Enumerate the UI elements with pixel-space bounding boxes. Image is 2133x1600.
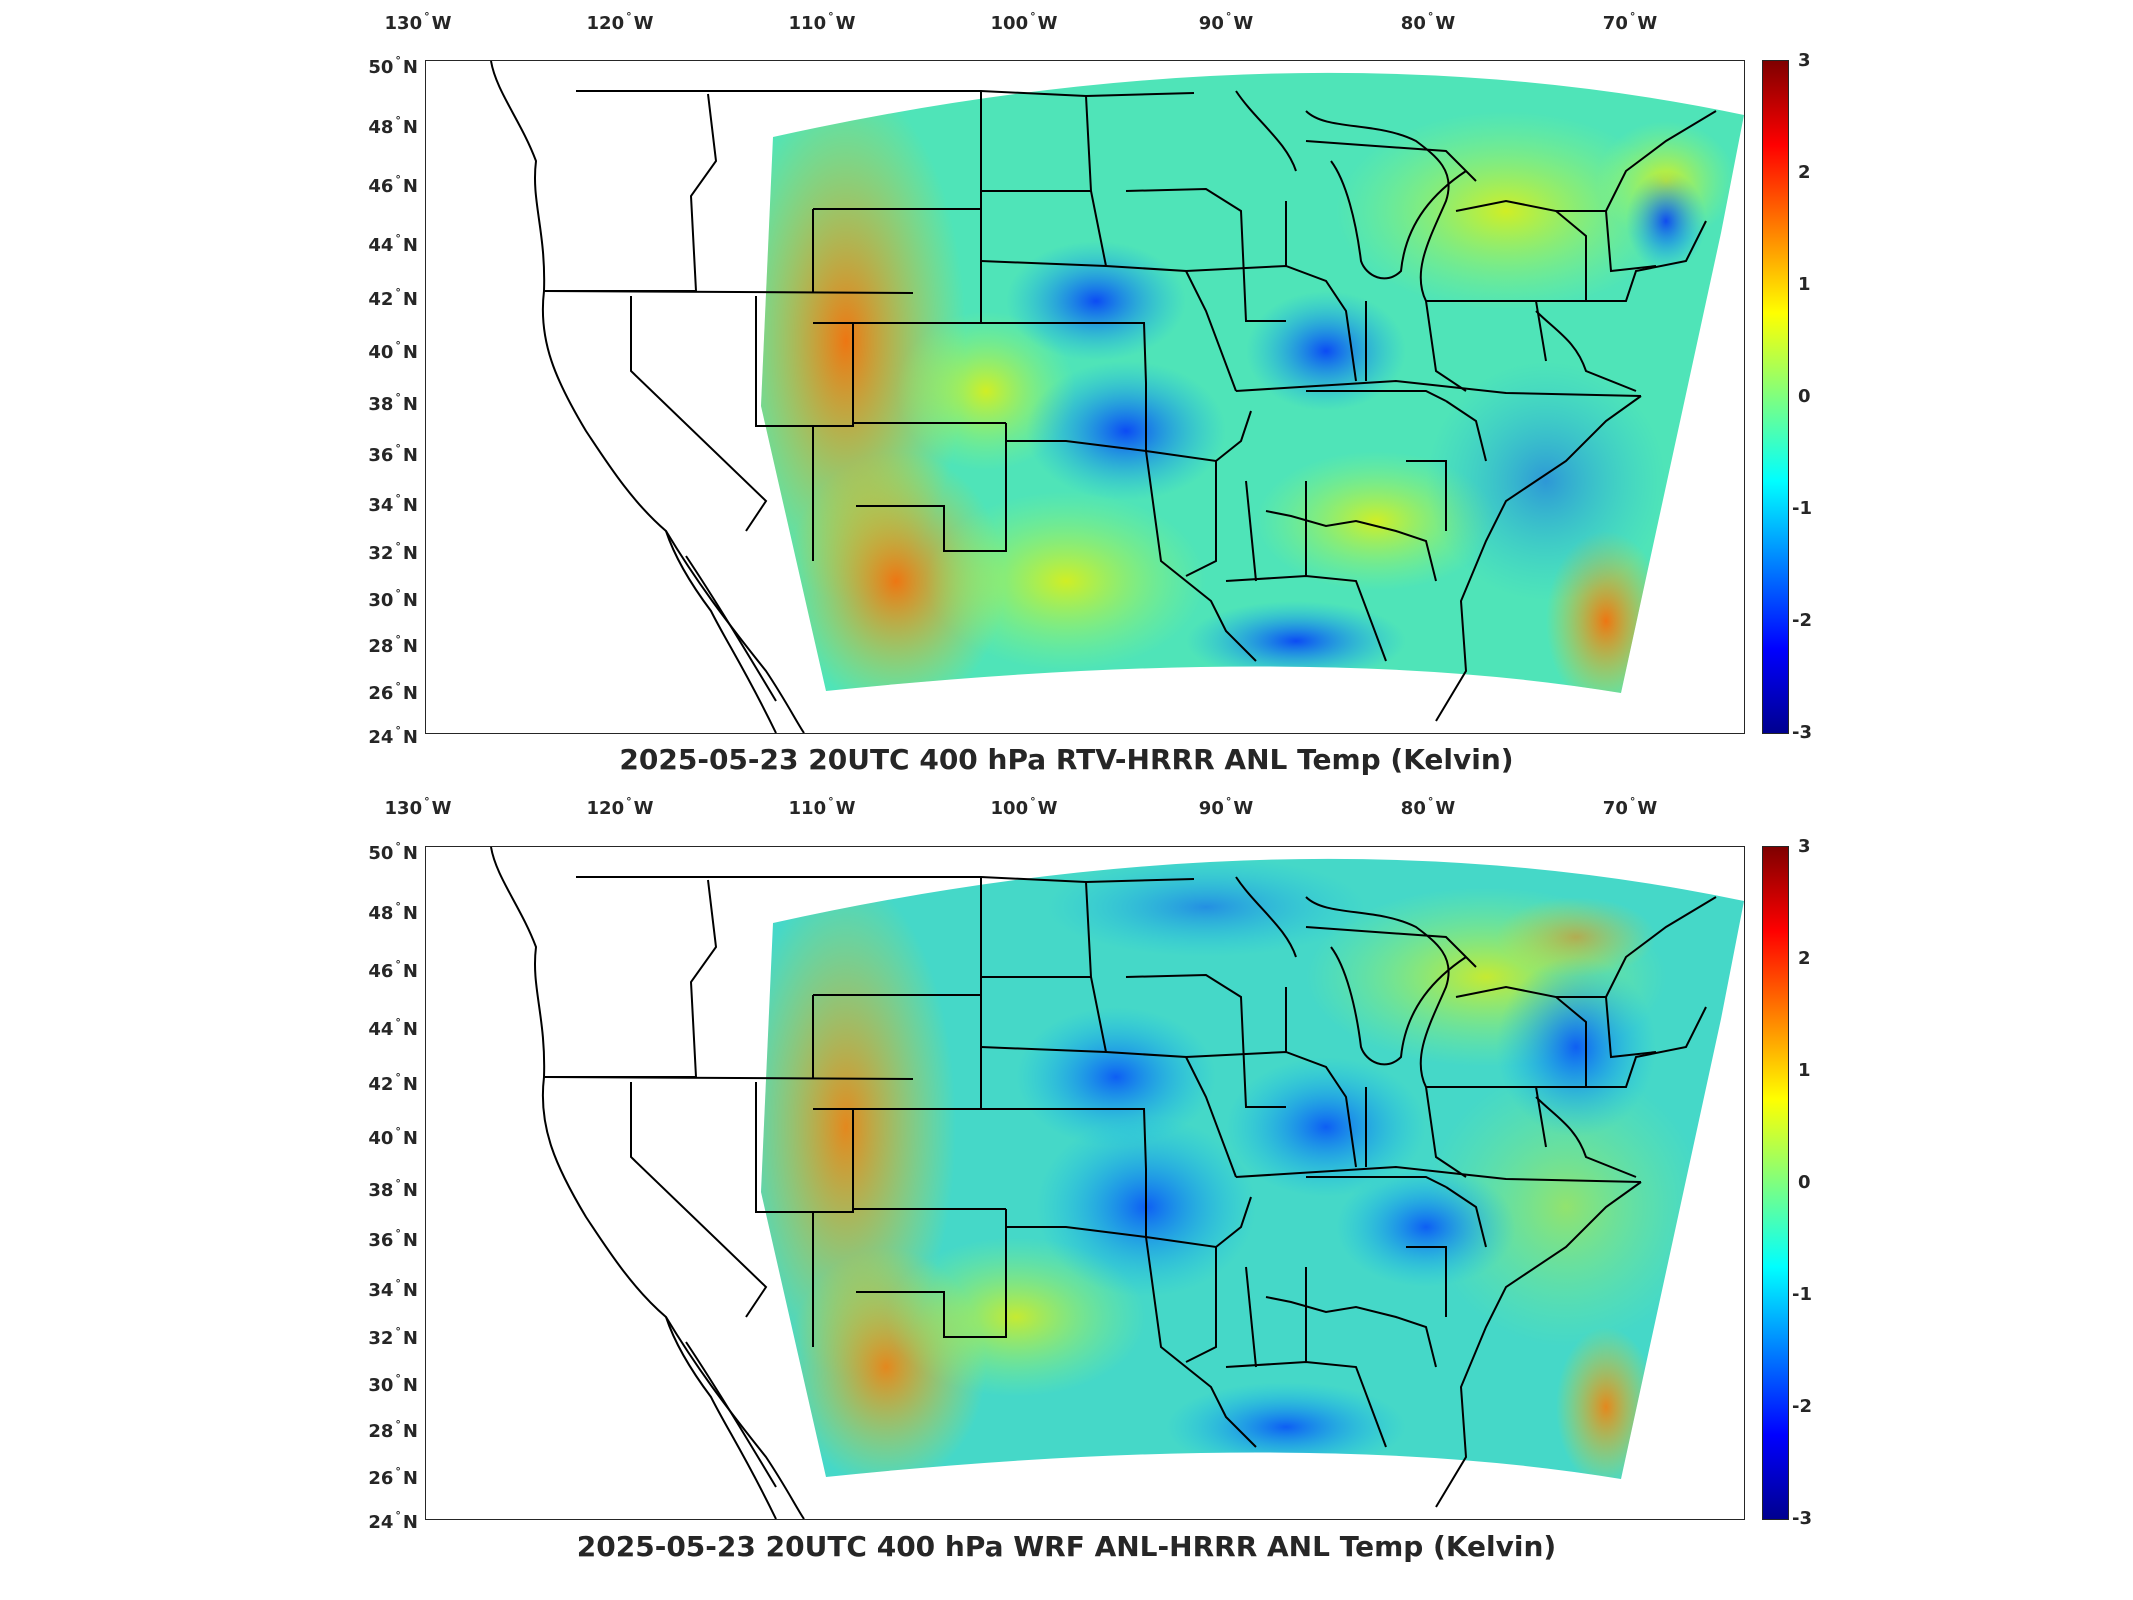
lat-tick: 38 ° N — [368, 1177, 418, 1201]
lat-tick: 30 ° N — [368, 587, 418, 611]
lat-tick: 48 ° N — [368, 900, 418, 924]
colorbar-tick: -2 — [1792, 610, 1812, 631]
lat-tick: 36 ° N — [368, 1227, 418, 1251]
colorbar-tick: 1 — [1798, 274, 1811, 295]
colorbar — [1762, 846, 1789, 1520]
analysis-field — [761, 72, 1744, 693]
colorbar-tick: 3 — [1798, 836, 1811, 857]
lat-tick: 42 ° N — [368, 286, 418, 310]
lon-tick: 70 ° W — [1602, 10, 1658, 34]
lon-tick: 80 ° W — [1400, 10, 1456, 34]
colorbar-tick: 2 — [1798, 948, 1811, 969]
state-boundaries — [490, 847, 1717, 1519]
lat-tick: 24 ° N — [368, 724, 418, 748]
analysis-field — [761, 858, 1744, 1479]
lon-tick: 90 ° W — [1198, 795, 1254, 819]
colorbar-tick: -1 — [1792, 1284, 1812, 1305]
lat-tick: 30 ° N — [368, 1372, 418, 1396]
lon-tick: 110 ° W — [788, 795, 856, 819]
lon-tick: 120 ° W — [586, 10, 654, 34]
map-panel-top: 130 ° W 120 ° W 110 ° W 100 ° W 90 ° W 80 ° W 70 ° W 5… — [0, 0, 2133, 790]
colorbar-tick: 2 — [1798, 162, 1811, 183]
colorbar-tick: -3 — [1792, 722, 1812, 743]
lon-tick: 80 ° W — [1400, 795, 1456, 819]
temperature-difference-map — [490, 847, 1744, 1519]
lat-tick: 34 ° N — [368, 1277, 418, 1301]
coastline-mexico — [665, 530, 805, 733]
lon-tick: 120 ° W — [586, 795, 654, 819]
map-plot-area — [425, 846, 1745, 1520]
lat-tick: 24 ° N — [368, 1509, 418, 1533]
lon-tick: 100 ° W — [990, 795, 1058, 819]
lon-tick: 130 ° W — [384, 10, 452, 34]
colorbar-tick: 1 — [1798, 1060, 1811, 1081]
temperature-difference-map — [490, 61, 1744, 733]
lat-tick: 40 ° N — [368, 1125, 418, 1149]
colorbar-tick: 3 — [1798, 50, 1811, 71]
lat-tick: 28 ° N — [368, 1418, 418, 1442]
lat-tick: 42 ° N — [368, 1071, 418, 1095]
lat-tick: 46 ° N — [368, 958, 418, 982]
lat-tick: 32 ° N — [368, 540, 418, 564]
lat-tick: 28 ° N — [368, 633, 418, 657]
colorbar-tick: -1 — [1792, 498, 1812, 519]
lat-tick: 44 ° N — [368, 1016, 418, 1040]
lat-tick: 46 ° N — [368, 173, 418, 197]
colorbar — [1762, 60, 1789, 734]
lat-tick: 26 ° N — [368, 680, 418, 704]
lon-tick: 90 ° W — [1198, 10, 1254, 34]
coastline-mexico — [665, 1316, 805, 1519]
map-panel-bottom: 130 ° W 120 ° W 110 ° W 100 ° W 90 ° W 80 ° W 70 ° W 5… — [0, 790, 2133, 1600]
lat-tick: 50 ° N — [368, 54, 418, 78]
lat-tick: 36 ° N — [368, 442, 418, 466]
map-plot-area — [425, 60, 1745, 734]
lat-tick: 38 ° N — [368, 391, 418, 415]
panel-title: 2025-05-23 20UTC 400 hPa WRF ANL-HRRR AN… — [576, 1530, 1557, 1563]
lon-tick: 130 ° W — [384, 795, 452, 819]
colorbar-tick: 0 — [1798, 386, 1811, 407]
state-boundaries — [490, 61, 1717, 733]
lat-tick: 50 ° N — [368, 840, 418, 864]
colorbar-tick: -3 — [1792, 1508, 1812, 1529]
colorbar-tick: -2 — [1792, 1396, 1812, 1417]
lat-tick: 40 ° N — [368, 339, 418, 363]
lat-tick: 48 ° N — [368, 114, 418, 138]
colorbar-tick: 0 — [1798, 1172, 1811, 1193]
lon-tick: 70 ° W — [1602, 795, 1658, 819]
lon-tick: 110 ° W — [788, 10, 856, 34]
lat-tick: 26 ° N — [368, 1465, 418, 1489]
lat-tick: 32 ° N — [368, 1325, 418, 1349]
lat-tick: 44 ° N — [368, 232, 418, 256]
panel-title: 2025-05-23 20UTC 400 hPa RTV-HRRR ANL Te… — [619, 743, 1514, 776]
lon-tick: 100 ° W — [990, 10, 1058, 34]
lat-tick: 34 ° N — [368, 492, 418, 516]
